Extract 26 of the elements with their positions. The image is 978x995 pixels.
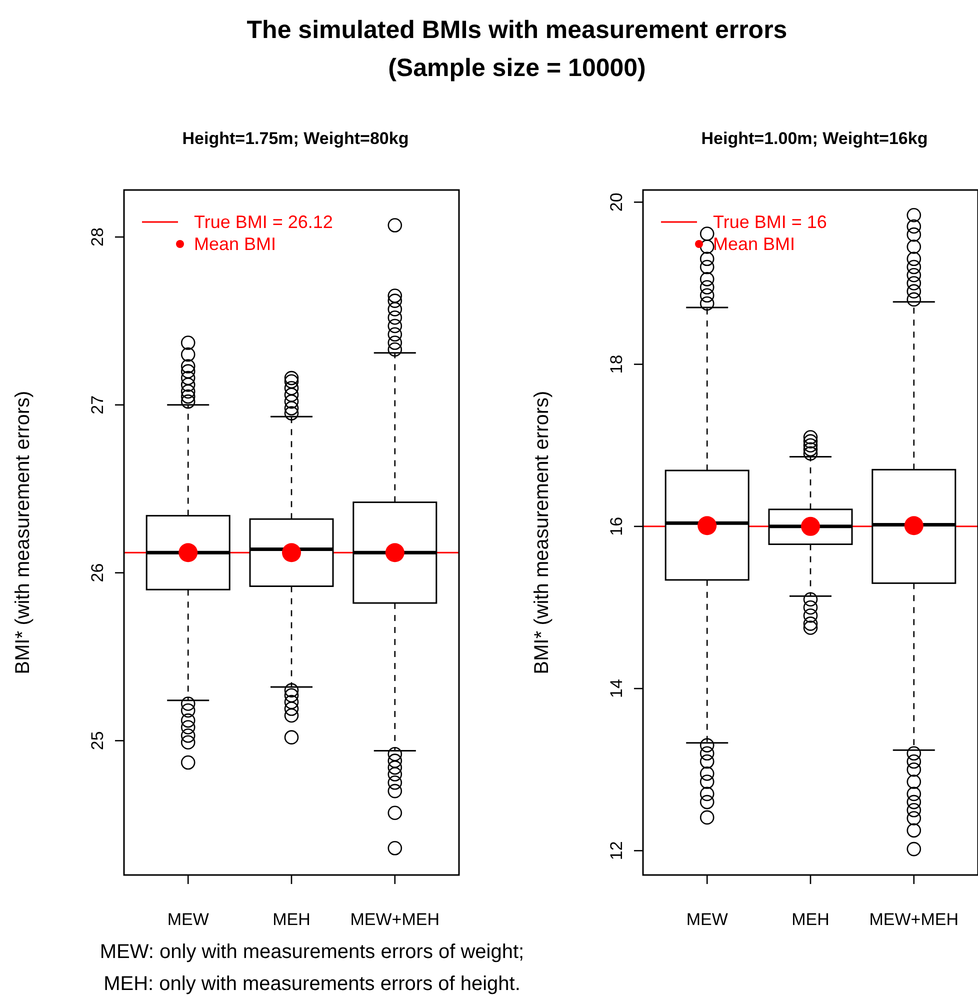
text: The simulated BMIs with measurement errors (Sample size = 10000) [246,16,788,82]
x-tick-label: MEH [272,910,310,929]
legend-label: True BMI = 26.12 [194,212,333,232]
y-tick-label: 14 [607,679,626,698]
x-tick-label: MEW [686,910,728,929]
x-tick-label: MEW+MEH [350,910,440,929]
legend-label: Mean BMI [713,234,796,254]
legend-label: Mean BMI [194,234,276,254]
y-tick-label: 25 [88,731,107,750]
y-tick-label: 18 [607,354,626,374]
y-tick-label: 20 [607,192,626,212]
y-axis-title: BMI* (with measurement errors) [531,390,553,674]
chart-subtitle: Height=1.75m; Weight=80kg [182,129,409,148]
text: MEW: only with measurements errors of weight; [100,941,524,963]
chart-subtitle: Height=1.00m; Weight=16kg [701,129,928,148]
y-tick-label: 26 [88,563,107,582]
x-tick-label: MEH [792,910,830,929]
y-tick-label: 16 [607,516,626,536]
x-tick-label: MEW [167,910,209,929]
text: MEH: only with measurements errors of height. [104,973,520,995]
y-tick-label: 28 [88,228,107,246]
x-tick-label: MEW+MEH [869,910,959,929]
y-axis-title: BMI* (with measurement errors) [12,390,34,674]
y-tick-label: 12 [607,841,626,860]
legend-label: True BMI = 16 [713,212,827,232]
y-tick-label: 27 [88,395,107,414]
